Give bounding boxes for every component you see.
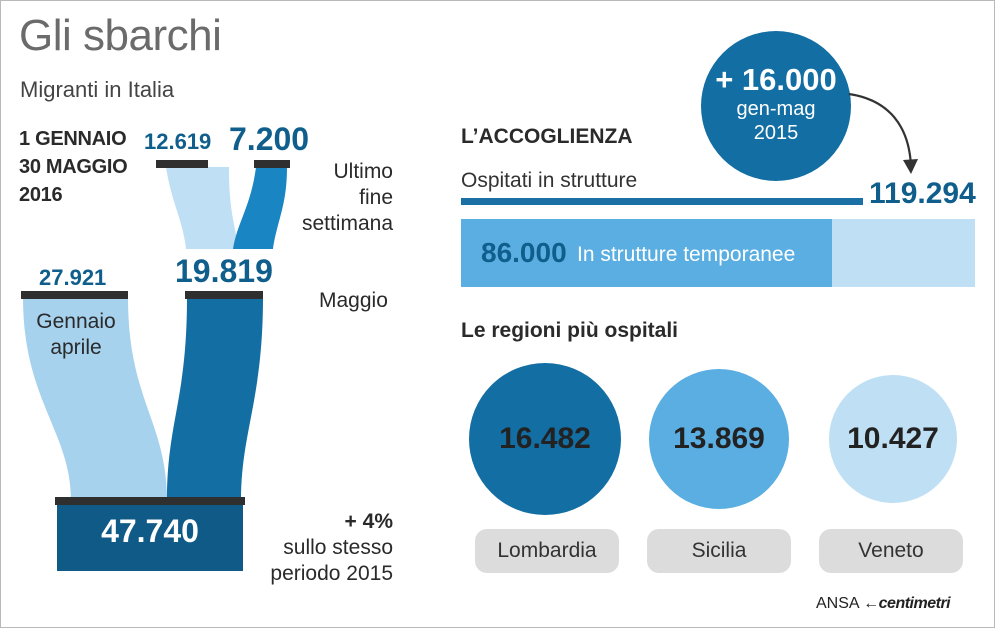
period-line-2: 30 MAGGIO bbox=[19, 156, 128, 178]
period-line-3: 2016 bbox=[19, 184, 63, 206]
weekend-label-line: fine bbox=[359, 186, 393, 209]
may-marker bbox=[185, 291, 263, 299]
credit: ANSA ←centimetri bbox=[816, 595, 951, 613]
weekend-value: 7.200 bbox=[229, 121, 310, 157]
weekend-label-line: settimana bbox=[301, 212, 393, 235]
hosted-total-bar bbox=[461, 198, 863, 205]
region-value: 13.869 bbox=[673, 422, 765, 455]
jan-apr-marker bbox=[21, 291, 128, 299]
credit-brand: ←centimetri bbox=[863, 595, 951, 612]
page-title: Gli sbarchi bbox=[19, 11, 222, 60]
change-block: + 4% sullo stesso periodo 2015 bbox=[241, 509, 393, 587]
weekend-label-line: Ultimo bbox=[333, 160, 393, 183]
hosted-label: Ospitati in strutture bbox=[461, 169, 638, 192]
weekend-prev-marker bbox=[156, 160, 208, 168]
accoglienza-title: L’ACCOGLIENZA bbox=[461, 125, 633, 148]
temporary-label: In strutture temporanee bbox=[577, 243, 796, 266]
region-value: 10.427 bbox=[847, 422, 939, 455]
jan-apr-value: 27.921 bbox=[39, 265, 107, 290]
region-circle-sicilia: 13.869 bbox=[649, 369, 789, 509]
change-label-line: periodo 2015 bbox=[270, 562, 393, 585]
arrivals-flow-diagram bbox=[21, 160, 290, 571]
region-name-sicilia: Sicilia bbox=[647, 529, 791, 573]
region-name-veneto: Veneto bbox=[819, 529, 963, 573]
may-stream bbox=[167, 297, 263, 501]
weekend-marker bbox=[254, 160, 290, 168]
total-value: 47.740 bbox=[101, 513, 199, 549]
temporary-value: 86.000 bbox=[481, 237, 567, 268]
weekend-prev-value: 12.619 bbox=[144, 129, 212, 154]
jan-apr-label-line: aprile bbox=[50, 336, 102, 359]
region-value: 16.482 bbox=[499, 422, 591, 455]
period-line-1: 1 GENNAIO bbox=[19, 128, 127, 150]
total-box bbox=[57, 501, 243, 571]
credit-agency: ANSA bbox=[816, 595, 859, 612]
comparison-line-1: gen-mag bbox=[736, 98, 816, 120]
comparison-value: + 16.000 bbox=[715, 62, 837, 97]
temporary-bar-fill bbox=[461, 219, 832, 287]
page-subtitle: Migranti in Italia bbox=[20, 77, 175, 102]
period-label: 1 GENNAIO 30 MAGGIO 2016 bbox=[19, 125, 128, 209]
weekend-prev-stream bbox=[166, 167, 239, 249]
region-name-lombardia: Lombardia bbox=[475, 529, 619, 573]
change-value: + 4% bbox=[344, 510, 393, 533]
may-value: 19.819 bbox=[175, 253, 273, 289]
region-circle-veneto: 10.427 bbox=[829, 375, 957, 503]
weekend-label: Ultimo fine settimana bbox=[291, 159, 393, 237]
change-label-line: sullo stesso bbox=[283, 536, 393, 559]
hosted-total-value: 119.294 bbox=[869, 177, 976, 210]
region-circle-lombardia: 16.482 bbox=[469, 363, 621, 515]
total-marker bbox=[55, 497, 245, 505]
jan-apr-label: Gennaio aprile bbox=[31, 309, 121, 361]
weekend-stream bbox=[233, 167, 287, 249]
may-label: Maggio bbox=[319, 289, 388, 312]
comparison-bubble: + 16.000 gen-mag 2015 bbox=[701, 31, 851, 181]
jan-apr-label-line: Gennaio bbox=[36, 310, 116, 333]
arrow-icon bbox=[848, 92, 918, 174]
credit-brand-text: centimetri bbox=[878, 595, 951, 612]
jan-apr-stream bbox=[23, 297, 167, 501]
comparison-line-2: 2015 bbox=[753, 122, 799, 144]
regions-title: Le regioni più ospitali bbox=[461, 319, 679, 342]
